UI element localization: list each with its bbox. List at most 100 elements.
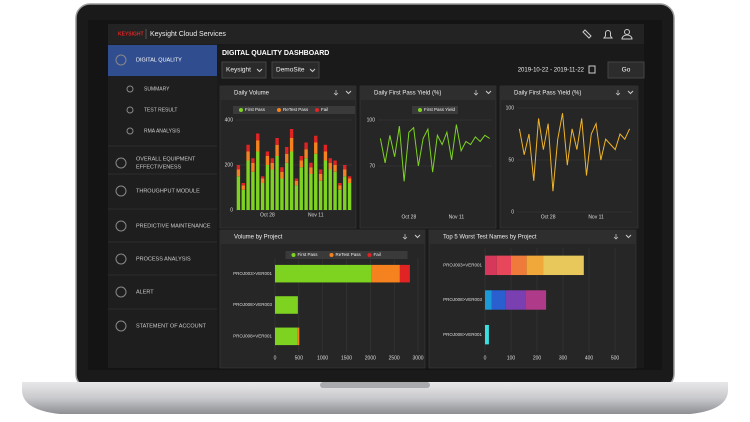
settings-icon[interactable] xyxy=(582,29,592,39)
go-button-label[interactable]: Go xyxy=(622,67,631,74)
bar-segment xyxy=(280,167,284,172)
nav-subitem[interactable]: SUMMARY xyxy=(144,86,170,92)
filter-label[interactable]: Keysight xyxy=(226,67,251,74)
bar-segment xyxy=(299,156,303,161)
legend-label[interactable]: Fail xyxy=(321,107,328,112)
download-icon[interactable] xyxy=(613,234,619,240)
filters: Keysight DemoSite xyxy=(221,61,320,79)
x-tick-label: 200 xyxy=(533,355,542,361)
y-tick-label: 200 xyxy=(225,162,234,168)
download-icon[interactable] xyxy=(402,234,408,240)
bar-segment xyxy=(318,169,323,174)
bar-segment xyxy=(251,171,255,210)
x-tick-label: 0 xyxy=(274,355,277,361)
bar-segment xyxy=(333,171,337,210)
nav-item[interactable]: PREDICTIVE MAINTENANCE xyxy=(136,223,211,229)
panels: Daily Volume 0 200 400 Oct 28 Nov 11 First Pas… xyxy=(219,85,639,369)
bar-segment xyxy=(338,185,342,190)
user-icon-body xyxy=(621,34,633,40)
bar-segment xyxy=(323,144,328,152)
notification-icon[interactable] xyxy=(603,30,613,39)
x-tick-label: Oct 28 xyxy=(260,212,275,218)
legend-label[interactable]: First Pass xyxy=(245,107,266,112)
bar-segment xyxy=(309,167,313,174)
bar-segment xyxy=(318,174,323,181)
x-tick-label: Nov 11 xyxy=(588,214,604,220)
bar-segment xyxy=(275,296,298,314)
filter-dropdown[interactable] xyxy=(271,61,320,79)
bar-segment xyxy=(323,160,328,210)
x-tick-label: 0 xyxy=(484,355,487,361)
legend-label[interactable]: ReTest Pass xyxy=(336,252,362,257)
panel-title: Daily Volume xyxy=(234,91,270,97)
bar-segment xyxy=(318,180,323,210)
go-button[interactable] xyxy=(607,61,645,79)
nav-icon xyxy=(115,185,127,197)
y-tick-label: PROJ003>VER001 xyxy=(443,263,482,268)
bar-segment xyxy=(275,138,279,145)
bar-segment xyxy=(285,162,289,210)
x-tick-label: Nov 11 xyxy=(308,212,324,218)
bar-segment xyxy=(260,183,265,210)
bar-segment xyxy=(289,151,294,210)
bar-segment xyxy=(343,169,347,177)
date-range[interactable]: 2019-10-22 - 2019-11-22 xyxy=(518,68,585,74)
legend-label[interactable]: First Pass xyxy=(298,252,319,257)
bar-segment xyxy=(241,185,245,190)
calendar-icon[interactable] xyxy=(588,65,596,74)
nav-subitem[interactable]: RMA ANALYSIS xyxy=(144,128,181,134)
panel-menu-icon[interactable] xyxy=(627,90,634,95)
nav-icon xyxy=(115,54,127,66)
bar-segment xyxy=(265,156,270,165)
nav-item[interactable]: PROCESS ANALYSIS xyxy=(136,256,191,262)
download-icon[interactable] xyxy=(473,90,479,96)
download-icon[interactable] xyxy=(333,90,339,96)
nav-icon xyxy=(115,286,127,298)
panel-menu-icon[interactable] xyxy=(414,234,421,239)
bar-segment xyxy=(265,165,270,210)
nav-icon xyxy=(115,253,127,265)
panel-title: Daily First Pass Yield (%) xyxy=(374,91,441,97)
bar-segment xyxy=(251,162,255,172)
bar-segment xyxy=(275,327,298,346)
legend-label[interactable]: ReTest Pass xyxy=(283,107,309,112)
laptop-notch xyxy=(320,382,430,388)
bar-segment xyxy=(241,189,245,210)
filter-label[interactable]: DemoSite xyxy=(276,67,305,74)
nav-item[interactable]: THROUGHPUT MODULE xyxy=(136,188,200,194)
bar-segment xyxy=(275,156,279,210)
nav-item[interactable]: ALERT xyxy=(136,289,154,295)
bar-segment xyxy=(236,169,241,177)
bar-segment xyxy=(256,133,260,141)
legend-box xyxy=(412,106,458,114)
y-tick-label: 100 xyxy=(367,117,376,123)
y-tick-label: PROJ008>VER003 xyxy=(233,302,272,307)
y-tick-label: 100 xyxy=(506,105,515,111)
filter-dropdown[interactable] xyxy=(221,61,267,79)
nav-item[interactable]: EFFECTIVENESS xyxy=(136,164,182,170)
legend-swatch xyxy=(239,108,243,112)
nav-icon xyxy=(126,85,134,93)
bar-segment xyxy=(371,264,400,283)
legend-label[interactable]: Fail xyxy=(374,252,381,257)
nav-icon xyxy=(126,127,134,135)
panel xyxy=(499,85,639,229)
panel-menu-icon[interactable] xyxy=(345,90,352,95)
bar-segment xyxy=(491,290,506,310)
nav: DIGITAL QUALITY SUMMARY TEST RESULT RMA ANA… xyxy=(108,45,217,332)
bar-segment xyxy=(314,135,318,143)
y-tick-label: 70 xyxy=(369,163,375,169)
panel-menu-icon[interactable] xyxy=(485,90,492,95)
panel-menu-icon[interactable] xyxy=(625,234,632,239)
nav-icon xyxy=(115,320,127,332)
nav-item[interactable]: OVERALL EQUIPMENT xyxy=(136,156,196,162)
download-icon[interactable] xyxy=(615,90,621,96)
nav-subitem[interactable]: TEST RESULT xyxy=(144,107,177,113)
nav-item[interactable]: STATEMENT OF ACCOUNT xyxy=(136,323,207,329)
nav-item[interactable]: DIGITAL QUALITY xyxy=(136,57,182,63)
x-tick-label: Oct 28 xyxy=(541,214,556,220)
bar-segment xyxy=(309,174,313,210)
x-tick-label: 100 xyxy=(507,355,516,361)
legend-label[interactable]: First Pass Yield xyxy=(424,107,456,112)
bar-segment xyxy=(236,176,241,210)
